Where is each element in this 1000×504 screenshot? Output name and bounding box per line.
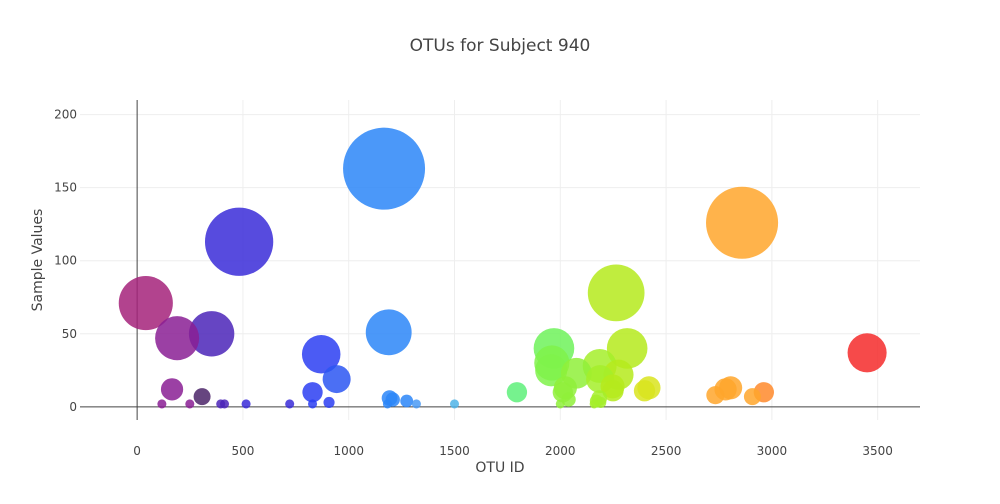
bubble-point[interactable] <box>323 396 335 409</box>
chart-title: OTUs for Subject 940 <box>410 36 591 56</box>
bubble-point[interactable] <box>449 399 460 409</box>
x-axis-title: OTU ID <box>475 460 524 476</box>
bubble-point[interactable] <box>706 186 779 259</box>
bubble-point[interactable] <box>633 380 656 402</box>
x-tick-label: 500 <box>231 444 254 458</box>
x-tick-label: 1500 <box>439 444 470 458</box>
bubble-point[interactable] <box>307 399 318 409</box>
bubble-point[interactable] <box>155 316 200 361</box>
bubble-point[interactable] <box>706 386 725 405</box>
bubble-point[interactable] <box>561 392 576 407</box>
bubble-point[interactable] <box>847 333 887 373</box>
bubble-point[interactable] <box>400 394 414 408</box>
bubble-point[interactable] <box>118 276 173 331</box>
x-tick-label: 3500 <box>862 444 893 458</box>
tick-labels: 0 500 1000 1500 2000 2500 3000 3500 0 50 100 150 200 <box>54 108 893 458</box>
y-tick-label: 200 <box>54 108 77 122</box>
x-tick-label: 1000 <box>333 444 364 458</box>
bubble-point[interactable] <box>606 328 648 369</box>
x-tick-label: 0 <box>133 444 141 458</box>
bubble-point[interactable] <box>188 311 235 357</box>
bubble-point[interactable] <box>160 378 184 401</box>
y-axis-title: Sample Values <box>30 209 46 312</box>
bubble-point[interactable] <box>743 388 761 406</box>
bubble-point[interactable] <box>241 399 251 409</box>
bubbles <box>118 127 887 409</box>
bubble-point[interactable] <box>302 382 323 403</box>
y-tick-label: 100 <box>54 254 77 268</box>
bubble-point[interactable] <box>506 382 528 403</box>
bubble-point[interactable] <box>382 399 392 409</box>
bubble-point[interactable] <box>587 264 645 322</box>
bubble-point[interactable] <box>285 399 295 409</box>
bubble-point[interactable] <box>365 309 412 356</box>
bubble-point[interactable] <box>555 399 565 409</box>
y-tick-label: 150 <box>54 181 77 195</box>
bubble-point[interactable] <box>193 388 211 406</box>
bubble-point[interactable] <box>411 399 421 409</box>
bubble-point[interactable] <box>219 399 230 409</box>
bubble-point[interactable] <box>343 127 426 210</box>
x-tick-label: 2500 <box>651 444 682 458</box>
bubble-point[interactable] <box>322 365 351 394</box>
bubble-point[interactable] <box>301 334 341 374</box>
bubble-point[interactable] <box>589 399 599 409</box>
bubble-point[interactable] <box>204 207 274 276</box>
bubble-point[interactable] <box>602 380 624 402</box>
y-tick-label: 0 <box>69 400 77 414</box>
bubble-point[interactable] <box>185 399 195 409</box>
x-tick-label: 3000 <box>757 444 788 458</box>
bubble-point[interactable] <box>157 399 167 409</box>
y-tick-label: 50 <box>62 327 77 341</box>
x-tick-label: 2000 <box>545 444 576 458</box>
